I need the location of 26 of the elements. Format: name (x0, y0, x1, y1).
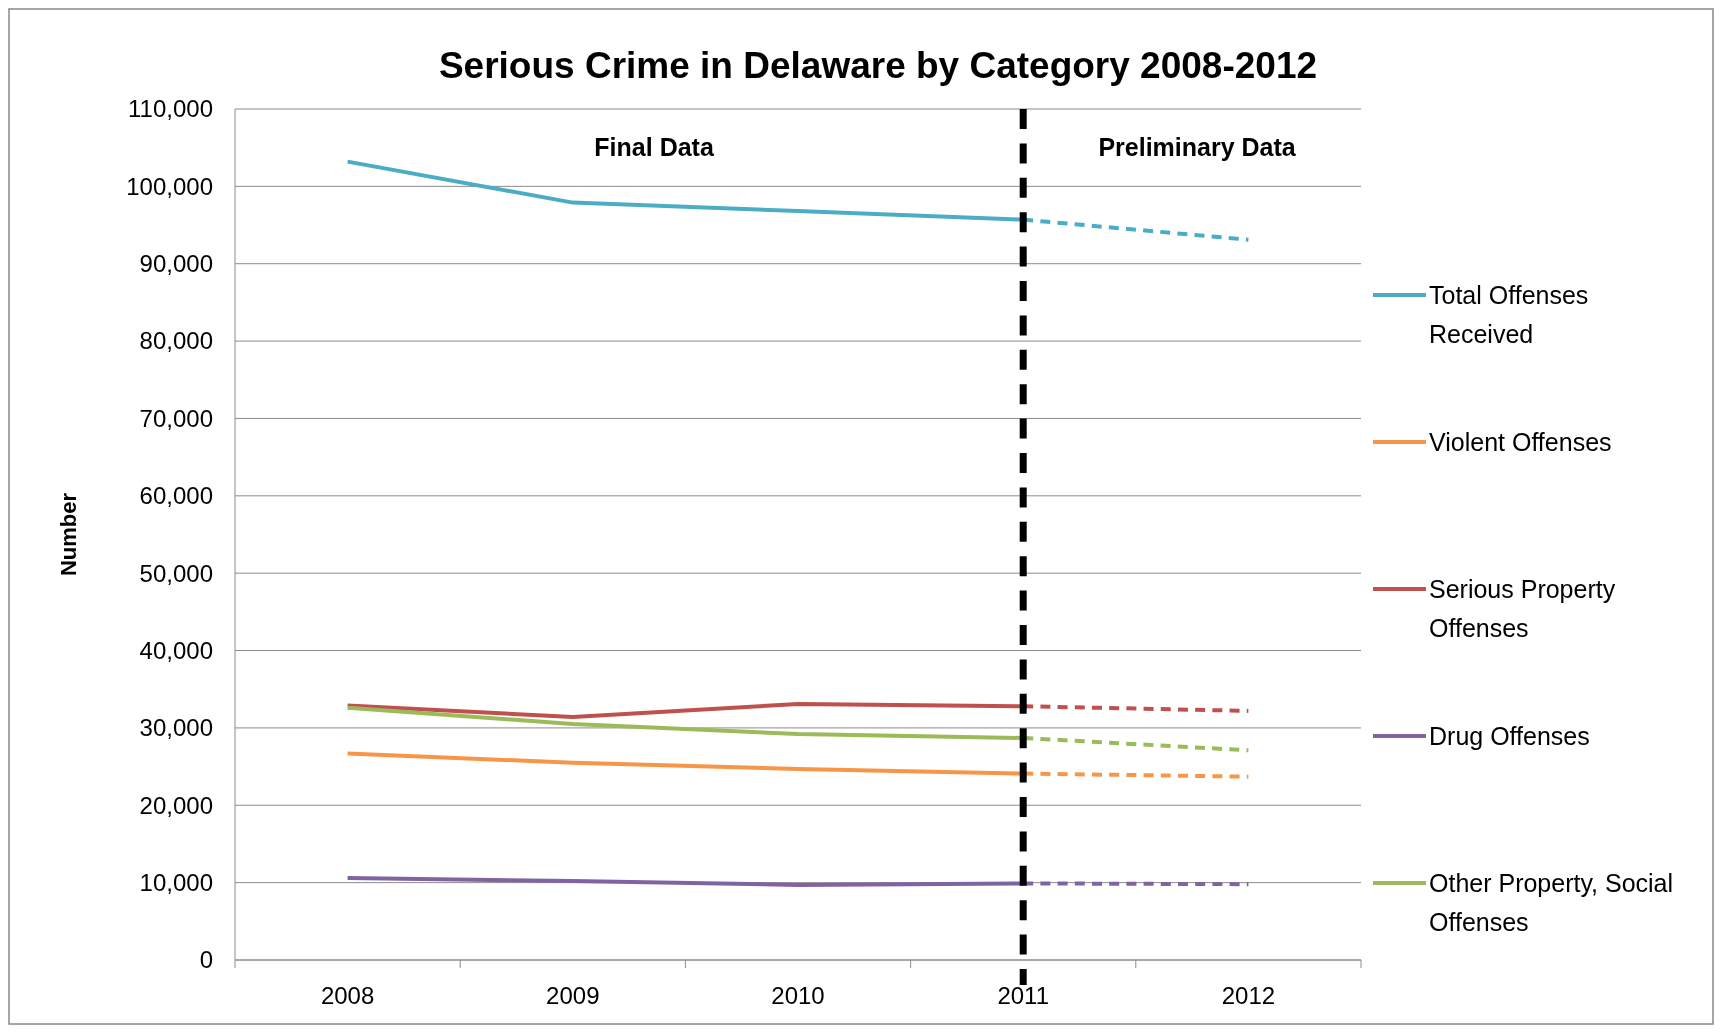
y-tick-label: 20,000 (139, 791, 213, 819)
y-tick-label: 50,000 (139, 559, 213, 587)
annotation: Final Data (594, 133, 715, 161)
x-tick-label: 2010 (771, 982, 825, 1009)
x-tick-label: 2009 (546, 982, 600, 1009)
y-tick-label: 110,000 (128, 95, 213, 123)
y-tick-label: 90,000 (139, 250, 213, 278)
legend-label: Other Property, Social Offenses (1429, 868, 1674, 936)
legend-label: Serious Property Offenses (1429, 574, 1616, 642)
y-tick-label: 100,000 (126, 172, 213, 200)
y-tick-label: 60,000 (139, 482, 213, 510)
y-tick-label: 10,000 (139, 869, 213, 897)
legend-label: Drug Offenses (1429, 721, 1590, 750)
y-tick-label: 30,000 (139, 714, 213, 742)
x-tick-label: 2011 (997, 982, 1049, 1009)
y-axis-title: Number (56, 492, 81, 577)
y-tick-label: 80,000 (139, 327, 213, 355)
legend-label: Total Offenses Received (1429, 280, 1589, 348)
legend-label: Violent Offenses (1429, 427, 1612, 456)
y-tick-label: 70,000 (139, 404, 213, 432)
y-tick-label: 0 (199, 946, 213, 974)
annotation: Preliminary Data (1098, 133, 1297, 161)
y-tick-label: 40,000 (139, 636, 213, 664)
x-tick-label: 2012 (1221, 982, 1276, 1009)
x-tick-label: 2008 (320, 982, 375, 1009)
chart-title: Serious Crime in Delaware by Category 2008-2012 (438, 45, 1318, 86)
